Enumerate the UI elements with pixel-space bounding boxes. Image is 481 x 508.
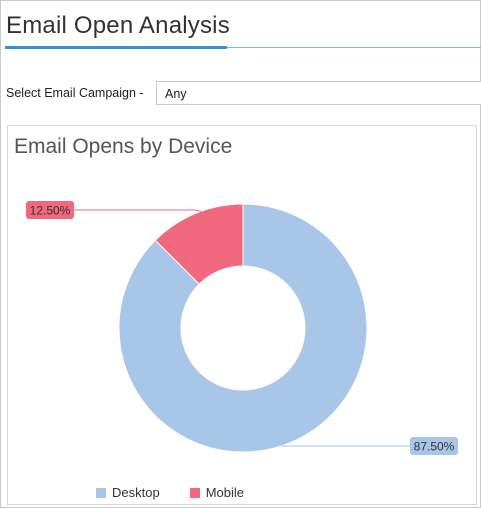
title-underline-accent — [5, 46, 227, 49]
data-label-mobile: 12.50% — [30, 204, 71, 218]
legend-item-mobile[interactable]: Mobile — [189, 485, 244, 500]
legend-swatch-mobile — [189, 487, 200, 498]
donut-chart: 87.50% 12.50% — [26, 201, 458, 455]
data-label-desktop: 87.50% — [414, 440, 455, 454]
chart-panel: Email Opens by Device 87.50% 12.50% Deskt… — [7, 125, 477, 505]
campaign-select[interactable]: Any — [156, 81, 481, 105]
legend-label-desktop: Desktop — [112, 485, 160, 500]
data-label-box-mobile — [26, 201, 74, 219]
campaign-select-value: Any — [165, 87, 187, 101]
title-underline — [5, 47, 481, 48]
legend-swatch-desktop — [96, 487, 106, 498]
legend-item-desktop[interactable]: Desktop — [96, 485, 160, 500]
chart-legend: Desktop Mobile — [96, 485, 244, 500]
legend-label-mobile: Mobile — [205, 485, 244, 500]
donut-slice-desktop[interactable] — [118, 203, 368, 453]
donut-slice-mobile[interactable] — [154, 203, 244, 285]
page-title: Email Open Analysis — [6, 12, 230, 39]
data-label-box-desktop — [410, 437, 458, 455]
callout-line-mobile — [74, 209, 202, 212]
campaign-select-label: Select Email Campaign - — [6, 86, 144, 100]
chart-title: Email Opens by Device — [14, 135, 233, 158]
